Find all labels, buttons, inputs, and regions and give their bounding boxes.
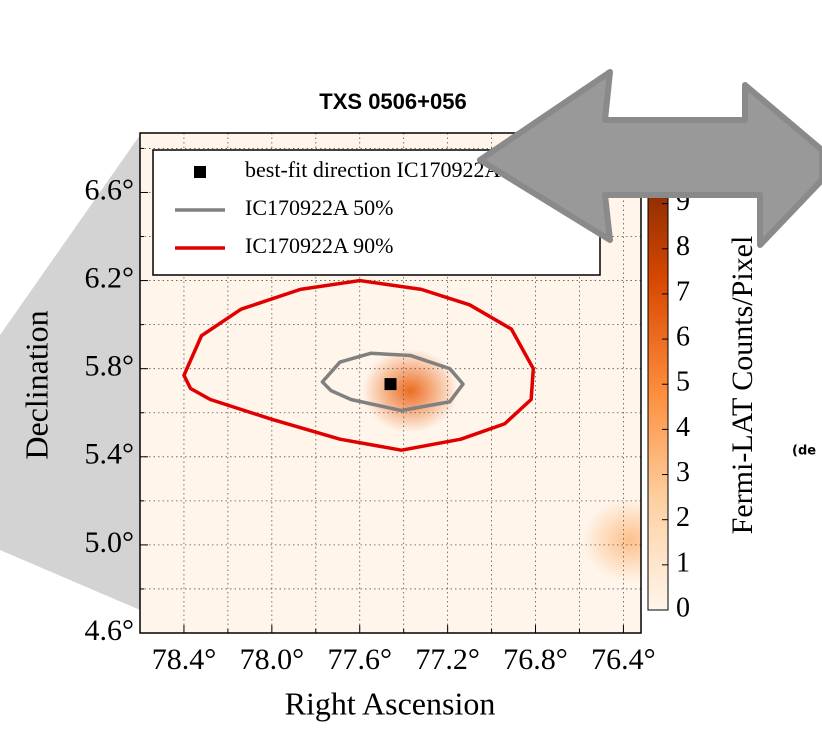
chart: TXS 0506+056 Right Ascension Declination… bbox=[0, 0, 822, 749]
chart-title: TXS 0506+056 bbox=[319, 89, 466, 114]
colorbar-tick-label: 8 bbox=[676, 231, 690, 262]
colorbar-tick-label: 6 bbox=[676, 321, 690, 352]
colorbar-tick-label: 3 bbox=[676, 457, 690, 488]
x-tick-label: 78.0° bbox=[240, 643, 305, 676]
x-tick-label: 78.4° bbox=[152, 643, 217, 676]
legend-label: IC170922A 50% bbox=[245, 195, 394, 220]
legend-marker bbox=[194, 166, 206, 178]
legend-label: IC170922A 90% bbox=[245, 233, 394, 258]
y-tick-label: 6.6° bbox=[85, 173, 135, 206]
colorbar-tick-label: 5 bbox=[676, 367, 690, 398]
count-blob bbox=[362, 349, 458, 433]
y-tick-label: 5.0° bbox=[85, 526, 135, 559]
cut-text: (de bbox=[792, 444, 816, 459]
best-fit-marker bbox=[385, 378, 397, 390]
colorbar-label: Fermi-LAT Counts/Pixel bbox=[726, 236, 759, 535]
x-tick-label: 77.2° bbox=[415, 643, 480, 676]
colorbar-tick-label: 0 bbox=[676, 592, 690, 623]
colorbar-scale bbox=[648, 172, 668, 610]
colorbar-tick-label: 7 bbox=[676, 276, 690, 307]
colorbar-tick-label: 4 bbox=[676, 412, 690, 443]
y-tick-label: 6.2° bbox=[85, 261, 135, 294]
y-tick-label: 4.6° bbox=[85, 614, 135, 647]
colorbar-tick-label: 2 bbox=[676, 502, 690, 533]
x-tick-label: 76.4° bbox=[591, 643, 656, 676]
legend-label: best-fit direction IC170922A bbox=[245, 157, 501, 182]
x-tick-label: 76.8° bbox=[503, 643, 568, 676]
x-tick-label: 77.6° bbox=[327, 643, 392, 676]
y-axis-label: Declination bbox=[18, 310, 54, 459]
colorbar-tick-label: 1 bbox=[676, 547, 690, 578]
x-axis-label: Right Ascension bbox=[285, 685, 496, 721]
y-tick-label: 5.8° bbox=[85, 350, 135, 383]
y-tick-label: 5.4° bbox=[85, 438, 135, 471]
